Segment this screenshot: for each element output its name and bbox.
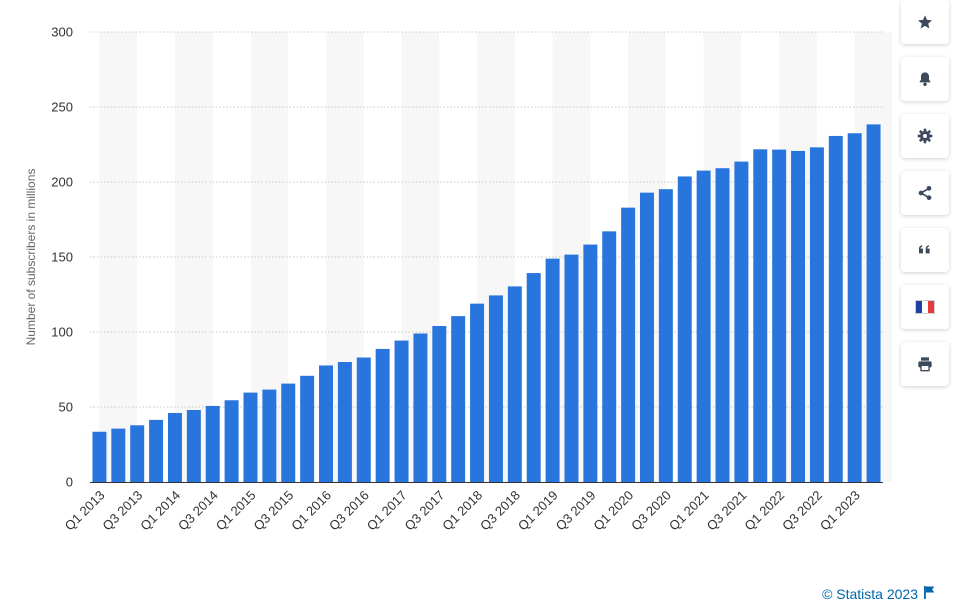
x-tick-label: Q3 2016: [326, 488, 372, 534]
bar[interactable]: [564, 254, 579, 482]
bar[interactable]: [621, 207, 636, 482]
y-axis-ticks: 0 50 100 150 200 250 300: [51, 25, 73, 490]
bar[interactable]: [809, 147, 824, 482]
flag-icon: [924, 586, 935, 602]
gear-icon: [917, 128, 933, 144]
bar[interactable]: [847, 133, 862, 482]
bar[interactable]: [300, 375, 315, 482]
x-tick-label: Q1 2016: [288, 488, 334, 534]
bar[interactable]: [640, 192, 654, 482]
bar[interactable]: [677, 176, 692, 482]
bar[interactable]: [337, 362, 352, 482]
printer-icon: [917, 356, 933, 372]
bar[interactable]: [488, 295, 503, 482]
bar[interactable]: [224, 400, 239, 482]
y-axis-label: Number of subscribers in millions: [24, 169, 38, 346]
bar[interactable]: [149, 419, 164, 482]
bar[interactable]: [470, 303, 485, 482]
x-tick-label: Q3 2014: [175, 488, 221, 534]
y-tick-label: 0: [66, 475, 73, 490]
bar[interactable]: [130, 425, 145, 482]
x-tick-label: Q3 2017: [402, 488, 448, 534]
bar[interactable]: [526, 273, 541, 482]
x-tick-label: Q1 2018: [439, 488, 485, 534]
cite-button[interactable]: [901, 228, 949, 272]
bar[interactable]: [167, 413, 182, 482]
x-tick-label: Q1 2013: [62, 488, 108, 534]
y-tick-label: 50: [59, 400, 73, 415]
star-icon: [917, 14, 933, 30]
x-tick-label: Q1 2014: [137, 488, 183, 534]
bar[interactable]: [319, 365, 333, 482]
credit-text[interactable]: © Statista 2023: [822, 586, 918, 602]
bar[interactable]: [583, 244, 598, 482]
statista-credit[interactable]: © Statista 2023: [822, 586, 935, 602]
french-flag-icon: [915, 300, 935, 314]
share-icon: [917, 185, 933, 201]
bar[interactable]: [602, 231, 617, 482]
bell-icon: [917, 71, 933, 87]
x-tick-label: Q1 2022: [741, 488, 787, 534]
bar[interactable]: [545, 258, 560, 482]
y-tick-label: 300: [51, 25, 73, 40]
bar[interactable]: [262, 389, 277, 482]
x-tick-label: Q3 2015: [250, 488, 296, 534]
share-button[interactable]: [901, 171, 949, 215]
bar[interactable]: [734, 161, 749, 482]
x-tick-label: Q3 2019: [553, 488, 599, 534]
bar[interactable]: [866, 124, 881, 483]
bars: [92, 124, 881, 483]
notification-button[interactable]: [901, 57, 949, 101]
bar[interactable]: [111, 428, 126, 482]
bar[interactable]: [186, 410, 201, 482]
bar[interactable]: [715, 168, 730, 482]
x-tick-label: Q1 2021: [666, 488, 712, 534]
bar[interactable]: [658, 189, 673, 482]
language-button[interactable]: [901, 285, 949, 329]
y-tick-label: 100: [51, 325, 73, 340]
favorite-button[interactable]: [901, 0, 949, 44]
grid-lines: [90, 31, 883, 408]
y-tick-label: 250: [51, 100, 73, 115]
bar[interactable]: [772, 149, 787, 482]
bar[interactable]: [394, 340, 409, 482]
bar[interactable]: [281, 383, 296, 482]
x-tick-label: Q3 2018: [477, 488, 523, 534]
x-tick-label: Q1 2023: [817, 488, 863, 534]
x-tick-label: Q1 2015: [213, 488, 259, 534]
bar[interactable]: [507, 286, 522, 482]
y-tick-label: 200: [51, 175, 73, 190]
x-tick-label: Q3 2013: [99, 488, 145, 534]
bar[interactable]: [205, 405, 220, 482]
bar[interactable]: [356, 357, 371, 483]
bar[interactable]: [92, 431, 107, 482]
bar[interactable]: [432, 326, 447, 482]
x-tick-label: Q1 2017: [364, 488, 410, 534]
x-tick-label: Q1 2019: [515, 488, 561, 534]
y-tick-label: 150: [51, 250, 73, 265]
bar[interactable]: [828, 135, 843, 482]
settings-button[interactable]: [901, 114, 949, 158]
x-tick-label: Q1 2020: [590, 488, 636, 534]
bar[interactable]: [753, 149, 768, 483]
bar[interactable]: [451, 316, 466, 482]
bar[interactable]: [375, 348, 390, 482]
bar[interactable]: [243, 392, 258, 482]
bar[interactable]: [696, 170, 711, 482]
bar[interactable]: [413, 333, 428, 483]
x-tick-label: Q3 2021: [704, 488, 750, 534]
x-tick-label: Q3 2020: [628, 488, 674, 534]
quote-icon: [917, 242, 933, 258]
bar[interactable]: [791, 150, 806, 482]
x-tick-label: Q3 2022: [779, 488, 825, 534]
print-button[interactable]: [901, 342, 949, 386]
